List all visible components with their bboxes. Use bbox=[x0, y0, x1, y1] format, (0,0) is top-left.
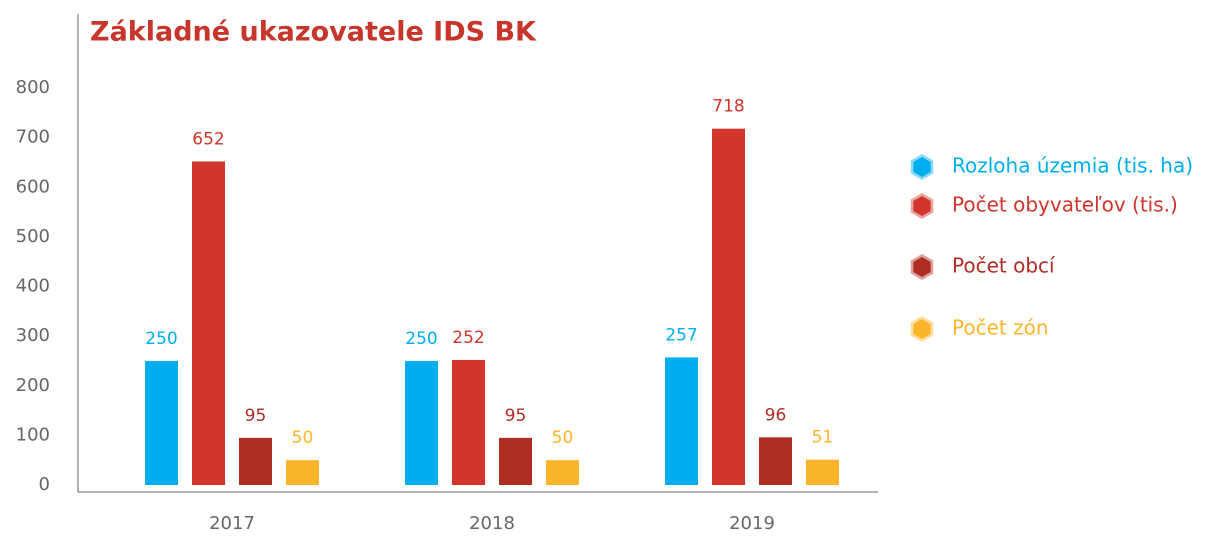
bar bbox=[499, 437, 532, 485]
bar bbox=[145, 360, 178, 485]
y-tick-label: 700 bbox=[16, 127, 50, 148]
value-label: 95 bbox=[245, 406, 267, 426]
value-label: 718 bbox=[712, 97, 744, 117]
y-tick-label: 600 bbox=[16, 176, 50, 197]
bar bbox=[806, 459, 839, 485]
value-label: 250 bbox=[405, 329, 437, 349]
legend-icon bbox=[913, 257, 931, 277]
value-label: 50 bbox=[552, 428, 574, 448]
y-tick-label: 0 bbox=[39, 474, 50, 495]
y-tick-label: 200 bbox=[16, 375, 50, 396]
bar bbox=[286, 460, 319, 485]
bar bbox=[239, 437, 272, 485]
x-tick-label: 2018 bbox=[469, 513, 515, 534]
chart-title: Základné ukazovatele IDS BK bbox=[90, 17, 537, 48]
legend-icon bbox=[913, 157, 931, 177]
value-label: 257 bbox=[665, 325, 697, 345]
value-label: 652 bbox=[192, 129, 224, 149]
legend-label: Rozloha územia (tis. ha) bbox=[952, 154, 1193, 178]
x-tick-label: 2019 bbox=[729, 513, 775, 534]
legend-icon bbox=[913, 196, 931, 216]
legend-label: Počet obcí bbox=[952, 254, 1056, 278]
value-label: 51 bbox=[812, 428, 834, 448]
x-tick-label: 2017 bbox=[209, 513, 255, 534]
value-label: 50 bbox=[292, 428, 314, 448]
legend-icon bbox=[913, 319, 931, 339]
bar bbox=[665, 357, 698, 485]
y-tick-label: 800 bbox=[16, 77, 50, 98]
y-tick-label: 300 bbox=[16, 325, 50, 346]
legend-label: Počet obyvateľov (tis.) bbox=[952, 193, 1178, 217]
legend-label: Počet zón bbox=[952, 316, 1049, 340]
bar bbox=[712, 128, 745, 485]
y-tick-label: 400 bbox=[16, 276, 50, 297]
bar bbox=[452, 359, 485, 485]
value-label: 96 bbox=[765, 405, 787, 425]
value-label: 95 bbox=[505, 406, 527, 426]
bar bbox=[192, 161, 225, 485]
bar bbox=[405, 360, 438, 485]
value-label: 250 bbox=[145, 329, 177, 349]
bar bbox=[546, 460, 579, 485]
bar bbox=[759, 437, 792, 485]
y-tick-label: 100 bbox=[16, 424, 50, 445]
y-tick-label: 500 bbox=[16, 226, 50, 247]
value-label: 252 bbox=[452, 328, 484, 348]
